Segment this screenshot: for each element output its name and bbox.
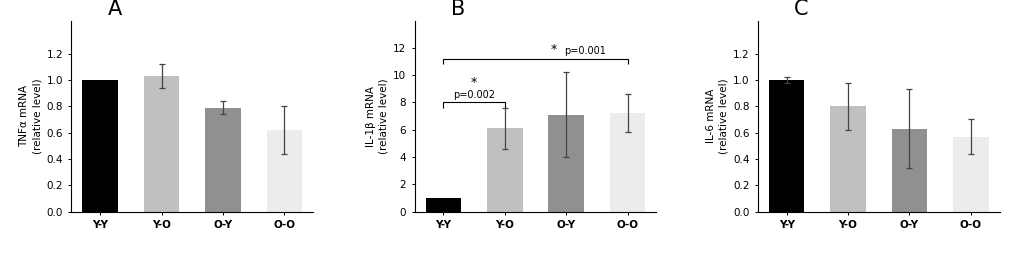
Bar bbox=[205, 108, 240, 212]
Text: *: * bbox=[550, 43, 556, 56]
Y-axis label: IL-1β mRNA
(relative level): IL-1β mRNA (relative level) bbox=[366, 78, 388, 154]
Bar bbox=[548, 115, 584, 212]
Bar bbox=[829, 106, 865, 212]
Text: *: * bbox=[471, 76, 477, 89]
Bar bbox=[425, 198, 461, 212]
Bar bbox=[609, 113, 645, 212]
Text: p=0.001: p=0.001 bbox=[564, 46, 605, 56]
Bar bbox=[486, 128, 522, 212]
Bar bbox=[83, 80, 118, 212]
Bar bbox=[891, 128, 926, 212]
Bar bbox=[266, 130, 302, 212]
Bar bbox=[768, 80, 804, 212]
Y-axis label: IL-6 mRNA
(relative level): IL-6 mRNA (relative level) bbox=[705, 78, 728, 154]
Bar bbox=[144, 76, 179, 212]
Text: A: A bbox=[108, 0, 122, 19]
Text: p=0.002: p=0.002 bbox=[452, 90, 494, 100]
Bar bbox=[952, 136, 987, 212]
Text: C: C bbox=[794, 0, 808, 19]
Y-axis label: TNFα mRNA
(relative level): TNFα mRNA (relative level) bbox=[19, 78, 42, 154]
Text: B: B bbox=[450, 0, 465, 19]
